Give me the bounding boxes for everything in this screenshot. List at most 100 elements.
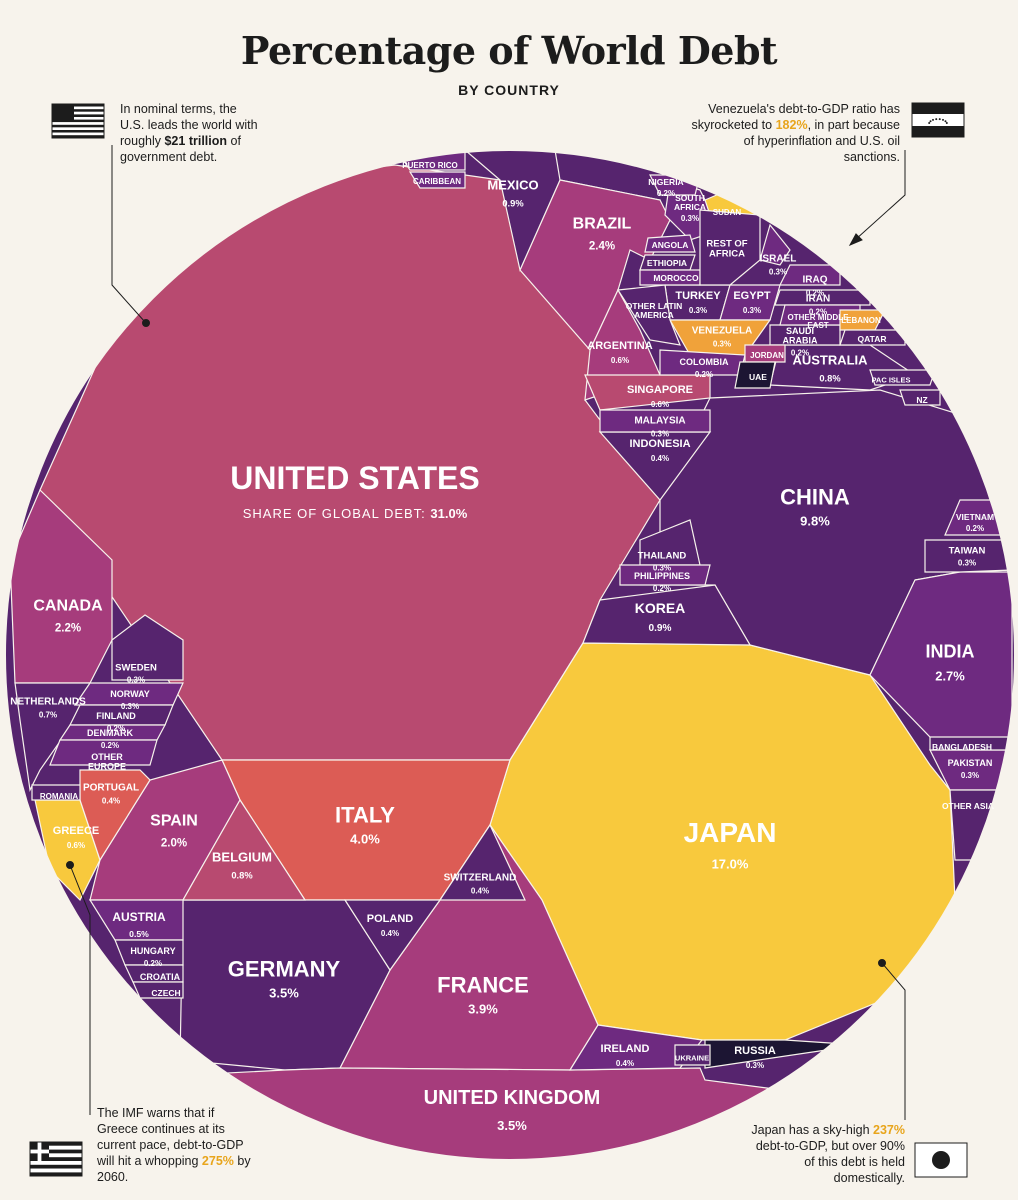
cell-israel (759, 223, 791, 266)
label-nigeria-line: NIGERIA (648, 177, 683, 187)
label-greece-line: GREECE (53, 825, 99, 837)
value-argentina: 0.6% (611, 356, 629, 365)
label-taiwan-line: TAIWAN (949, 545, 986, 556)
chart-labels: UNITED STATES SHARE OF GLOBAL DEBT: 31.0%… (10, 161, 994, 1133)
label-spain: SPAIN (150, 813, 198, 830)
label-philippines: PHILIPPINES (634, 571, 690, 581)
label-belgium: BELGIUM (212, 850, 272, 865)
label-argentina-line: ARGENTINA (587, 340, 652, 352)
value-japan: 17.0% (712, 856, 749, 871)
greece-note: The IMF warns that if Greece continues a… (97, 1105, 257, 1185)
label-south-africa: SOUTH AFRICA (674, 193, 706, 212)
cell-iran (774, 289, 871, 306)
label-other-europe: OTHER EUROPE (88, 752, 126, 771)
cell-belgium (181, 798, 307, 901)
cell-korea (582, 584, 752, 646)
label-indonesia-line: INDONESIA (629, 438, 690, 450)
label-mexico-line: MEXICO (487, 178, 538, 193)
label-russia-line: RUSSIA (734, 1045, 776, 1057)
value-canada: 2.2% (55, 622, 81, 634)
label-switzerland: SWITZERLAND (444, 873, 517, 884)
label-egypt-line: EGYPT (733, 290, 771, 302)
label-russia: RUSSIA (734, 1045, 776, 1057)
label-other-asia: OTHER ASIA (942, 801, 994, 811)
label-colombia: COLOMBIA (680, 357, 729, 367)
cell-rest-of-africa (699, 209, 761, 286)
cell-malaysia (599, 409, 711, 433)
label-caribbean-line: CARIBBEAN (413, 177, 461, 186)
cell-philippines (619, 564, 711, 586)
value-sweden: 0.3% (127, 676, 145, 685)
value-brazil: 2.4% (589, 240, 615, 252)
label-israel-line: ISRAEL (760, 254, 797, 265)
label-china: CHINA (780, 485, 850, 510)
value-portugal: 0.4% (102, 797, 120, 806)
cell-iraq (779, 264, 841, 286)
label-saudi-arabia: SAUDI ARABIA (783, 326, 818, 345)
us-note: In nominal terms, the U.S. leads the wor… (120, 101, 260, 165)
value-singapore: 0.6% (651, 400, 669, 409)
value-australia: 0.8% (819, 373, 841, 383)
label-turkey: TURKEY (675, 290, 721, 302)
value-netherlands: 0.7% (39, 711, 57, 720)
label-denmark-line: DENMARK (87, 728, 133, 738)
label-ethiopia-line: ETHIOPIA (647, 258, 687, 268)
label-rest-of-africa: REST OF AFRICA (706, 238, 747, 259)
label-germany: GERMANY (228, 957, 341, 982)
value-france: 3.9% (468, 1002, 498, 1017)
value-korea: 0.9% (649, 623, 672, 634)
value-south-africa: 0.3% (681, 214, 699, 223)
greece-note-text: The IMF warns that if Greece continues a… (97, 1106, 244, 1168)
label-sweden: SWEDEN (115, 662, 157, 673)
greece-note-highlight: 275% (201, 1154, 234, 1168)
value-turkey: 0.3% (689, 306, 707, 315)
label-australia-line: AUSTRALIA (792, 353, 868, 368)
label-nigeria: NIGERIA (648, 177, 683, 187)
value-iran: 0.2% (809, 308, 827, 317)
value-israel: 0.3% (769, 268, 787, 277)
value-finland: 0.2% (107, 724, 125, 733)
label-finland: FINLAND (96, 711, 136, 721)
label-vietnam-line: VIETNAM (956, 512, 994, 522)
value-germany: 3.5% (269, 986, 299, 1001)
label-portugal-line: PORTUGAL (83, 783, 139, 794)
venezuela-arrow (848, 233, 863, 247)
cell-other-europe (49, 739, 158, 766)
label-thailand: THAILAND (638, 550, 687, 561)
value-iraq: 0.2% (806, 289, 824, 298)
label-romania: ROMANIA (40, 792, 78, 801)
value-pakistan: 0.3% (961, 771, 979, 780)
us-value: 31.0% (430, 506, 467, 521)
value-ireland: 0.4% (616, 1059, 634, 1068)
label-other-middle-east-line: EAST (807, 321, 828, 330)
label-spain-line: SPAIN (150, 813, 198, 830)
venezuela-note-text: Venezuela's debt-to-GDP ratio has skyroc… (691, 102, 900, 132)
value-italy: 4.0% (350, 832, 380, 847)
value-nigeria: 0.2% (657, 189, 675, 198)
us-note-bold: $21 trillion (164, 134, 228, 148)
label-switzerland-line: SWITZERLAND (444, 873, 517, 884)
label-puerto-rico: PUERTO RICO (402, 161, 457, 170)
label-japan-line: JAPAN (684, 817, 777, 848)
label-lebanon-line: LEBANON (841, 316, 881, 325)
label-sweden-line: SWEDEN (115, 662, 157, 673)
cell-nz (899, 389, 941, 406)
value-philippines: 0.2% (653, 584, 671, 593)
label-netherlands-line: NETHERLANDS (10, 697, 86, 708)
value-indonesia: 0.4% (651, 454, 669, 463)
label-malaysia: MALAYSIA (634, 416, 685, 427)
cell-sweden (111, 614, 184, 681)
label-australia: AUSTRALIA (792, 353, 868, 368)
us-marker (142, 319, 150, 327)
us-note-text-end: of government debt. (120, 134, 241, 164)
label-france-line: FRANCE (437, 973, 529, 998)
cell-switzerland (438, 823, 526, 901)
label-rest-of-africa-line: AFRICA (709, 248, 745, 259)
label-other-latin-america-line: AMERICA (634, 310, 674, 320)
label-denmark: DENMARK (87, 728, 133, 738)
value-china: 9.8% (800, 514, 830, 529)
label-taiwan: TAIWAN (949, 545, 986, 556)
label-argentina: ARGENTINA (587, 340, 652, 352)
label-croatia: CROATIA (140, 972, 181, 982)
label-saudi-arabia-line: SAUDI (786, 326, 814, 336)
